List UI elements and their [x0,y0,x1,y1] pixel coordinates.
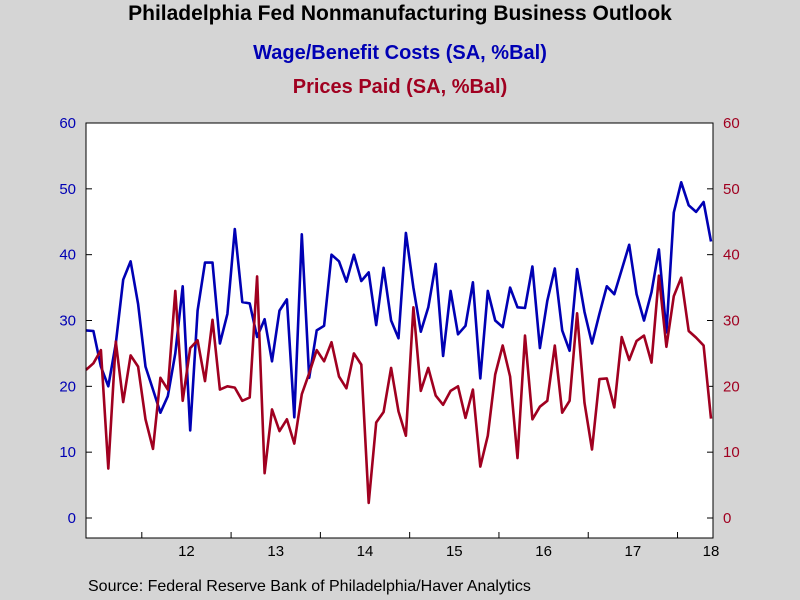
plot-frame [85,122,714,539]
y-left-tick-label: 0 [68,510,76,527]
y-right-tick-label: 30 [723,313,740,330]
x-tick-label: 18 [703,543,720,560]
chart-title: Philadelphia Fed Nonmanufacturing Busine… [128,2,672,25]
y-left-tick-label: 30 [59,313,76,330]
y-right-tick-label: 50 [723,181,740,198]
y-right-tick-label: 60 [723,115,740,132]
x-tick-label: 15 [446,543,463,560]
chart-subtitle-prices: Prices Paid (SA, %Bal) [292,76,508,98]
x-tick-label: 12 [178,543,195,560]
y-right-tick-label: 0 [723,510,731,527]
y-left-tick-label: 20 [59,378,76,395]
y-right-tick-label: 10 [723,444,740,461]
x-tick-label: 13 [267,543,284,560]
chart-subtitle-wage: Wage/Benefit Costs (SA, %Bal) [253,42,547,64]
y-left-tick-label: 40 [59,247,76,264]
prices-paid-line [85,274,713,505]
wage-benefit-costs-line [85,181,713,432]
y-left-tick-label: 50 [59,181,76,198]
y-right-tick-label: 20 [723,378,740,395]
y-left-tick-label: 60 [59,115,76,132]
source-note: Source: Federal Reserve Bank of Philadel… [88,578,531,595]
y-left-tick-label: 10 [59,444,76,461]
x-tick-label: 16 [535,543,552,560]
x-tick-label: 17 [625,543,642,560]
y-right-tick-label: 40 [723,247,740,264]
x-tick-label: 14 [357,543,374,560]
